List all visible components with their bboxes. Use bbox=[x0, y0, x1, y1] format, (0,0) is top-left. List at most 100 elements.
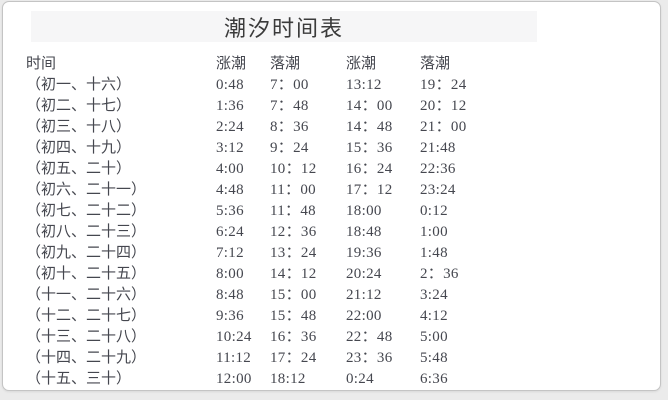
time-cell: 18:00 bbox=[346, 203, 382, 219]
time-cell: 22:00 bbox=[346, 308, 382, 324]
time-cell: 18:12 bbox=[270, 371, 306, 387]
time-cell: 5:48 bbox=[420, 350, 448, 366]
time-cell: 22:36 bbox=[420, 161, 456, 177]
row-label: （初七、二十二） bbox=[26, 203, 147, 219]
time-cell: 6:24 bbox=[216, 224, 244, 240]
table-row: （十二、二十七） 9:36 15：48 22:00 4:12 bbox=[26, 306, 656, 327]
table-row: （初四、十九） 3:12 9：24 15：36 21:48 bbox=[26, 138, 656, 159]
time-cell: 3:24 bbox=[420, 287, 448, 303]
time-cell: 15：36 bbox=[346, 140, 393, 156]
time-cell: 3:12 bbox=[216, 140, 244, 156]
tide-table: 时间 涨潮 落潮 涨潮 落潮 （初一、十六） 0:48 7：00 13:12 19：24… bbox=[26, 54, 656, 390]
row-label: （初三、十八） bbox=[26, 119, 132, 135]
time-cell: 12:00 bbox=[216, 371, 252, 387]
row-label: （初一、十六） bbox=[26, 77, 132, 93]
table-row: （初二、十七） 1:36 7：48 14：00 20：12 bbox=[26, 96, 656, 117]
title-band: 潮汐时间表 bbox=[31, 11, 537, 42]
row-label: （十四、二十九） bbox=[26, 350, 147, 366]
header-ebb-tide-2: 落潮 bbox=[420, 56, 451, 72]
row-label: （初六、二十一） bbox=[26, 182, 147, 198]
tide-table-card: 潮汐时间表 时间 涨潮 落潮 涨潮 落潮 （初一、十六） 0:48 7：00 13:1… bbox=[2, 1, 661, 391]
time-cell: 0:24 bbox=[346, 371, 374, 387]
time-cell: 4:00 bbox=[216, 161, 244, 177]
row-label: （十二、二十七） bbox=[26, 308, 147, 324]
time-cell: 21:12 bbox=[346, 287, 382, 303]
row-label: （初十、二十五） bbox=[26, 266, 147, 282]
time-cell: 22：48 bbox=[346, 329, 393, 345]
time-cell: 0:48 bbox=[216, 77, 244, 93]
table-row: （初十、二十五） 8:00 14：12 20:24 2：36 bbox=[26, 264, 656, 285]
time-cell: 2:24 bbox=[216, 119, 244, 135]
time-cell: 8:00 bbox=[216, 266, 244, 282]
header-ebb-tide-1: 落潮 bbox=[270, 56, 301, 72]
table-body: （初一、十六） 0:48 7：00 13:12 19：24 （初二、十七） 1:36 7：48… bbox=[26, 75, 656, 390]
table-row: （十四、二十九） 11:12 17：24 23：36 5:48 bbox=[26, 348, 656, 369]
time-cell: 14：12 bbox=[270, 266, 317, 282]
time-cell: 23：36 bbox=[346, 350, 393, 366]
row-label: （十三、二十八） bbox=[26, 329, 147, 345]
time-cell: 23:24 bbox=[420, 182, 456, 198]
row-label: （初二、十七） bbox=[26, 98, 132, 114]
table-row: （初八、二十三） 6:24 12：36 18:48 1:00 bbox=[26, 222, 656, 243]
time-cell: 15：48 bbox=[270, 308, 317, 324]
time-cell: 14：48 bbox=[346, 119, 393, 135]
row-label: （初五、二十） bbox=[26, 161, 132, 177]
time-cell: 1:48 bbox=[420, 245, 448, 261]
header-rising-tide-2: 涨潮 bbox=[346, 56, 377, 72]
time-cell: 11:12 bbox=[216, 350, 252, 366]
time-cell: 11：48 bbox=[270, 203, 316, 219]
time-cell: 5:36 bbox=[216, 203, 244, 219]
time-cell: 13：24 bbox=[270, 245, 317, 261]
table-row: （初六、二十一） 4:48 11：00 17：12 23:24 bbox=[26, 180, 656, 201]
time-cell: 12：36 bbox=[270, 224, 317, 240]
time-cell: 9:36 bbox=[216, 308, 244, 324]
time-cell: 11：00 bbox=[270, 182, 316, 198]
time-cell: 13:12 bbox=[346, 77, 382, 93]
time-cell: 16：24 bbox=[346, 161, 393, 177]
table-row: （十三、二十八） 10:24 16：36 22：48 5:00 bbox=[26, 327, 656, 348]
time-cell: 10：12 bbox=[270, 161, 317, 177]
time-cell: 14：00 bbox=[346, 98, 393, 114]
table-row: （初五、二十） 4:00 10：12 16：24 22:36 bbox=[26, 159, 656, 180]
time-cell: 10:24 bbox=[216, 329, 252, 345]
row-label: （十一、二十六） bbox=[26, 287, 147, 303]
page-title: 潮汐时间表 bbox=[223, 15, 344, 41]
time-cell: 2：36 bbox=[420, 266, 459, 282]
row-label: （十五、三十） bbox=[26, 371, 132, 387]
time-cell: 4:12 bbox=[420, 308, 448, 324]
time-cell: 7：00 bbox=[270, 77, 309, 93]
time-cell: 19：24 bbox=[420, 77, 467, 93]
table-row: （十一、二十六） 8:48 15：00 21:12 3:24 bbox=[26, 285, 656, 306]
table-row: （初九、二十四） 7:12 13：24 19:36 1:48 bbox=[26, 243, 656, 264]
time-cell: 18:48 bbox=[346, 224, 382, 240]
time-cell: 1:00 bbox=[420, 224, 448, 240]
table-row: （初七、二十二） 5:36 11：48 18:00 0:12 bbox=[26, 201, 656, 222]
table-row: （初三、十八） 2:24 8：36 14：48 21：00 bbox=[26, 117, 656, 138]
time-cell: 17：12 bbox=[346, 182, 393, 198]
time-cell: 21：00 bbox=[420, 119, 467, 135]
time-cell: 0:12 bbox=[420, 203, 448, 219]
header-rising-tide-1: 涨潮 bbox=[216, 56, 247, 72]
time-cell: 15：00 bbox=[270, 287, 317, 303]
time-cell: 21:48 bbox=[420, 140, 456, 156]
table-row: （初一、十六） 0:48 7：00 13:12 19：24 bbox=[26, 75, 656, 96]
time-cell: 8：36 bbox=[270, 119, 309, 135]
time-cell: 7:12 bbox=[216, 245, 244, 261]
table-row: （十五、三十） 12:00 18:12 0:24 6:36 bbox=[26, 369, 656, 390]
time-cell: 1:36 bbox=[216, 98, 244, 114]
time-cell: 20:24 bbox=[346, 266, 382, 282]
row-label: （初九、二十四） bbox=[26, 245, 147, 261]
time-cell: 7：48 bbox=[270, 98, 309, 114]
time-cell: 20：12 bbox=[420, 98, 467, 114]
time-cell: 9：24 bbox=[270, 140, 309, 156]
time-cell: 8:48 bbox=[216, 287, 244, 303]
time-cell: 4:48 bbox=[216, 182, 244, 198]
time-cell: 19:36 bbox=[346, 245, 382, 261]
table-header-row: 时间 涨潮 落潮 涨潮 落潮 bbox=[26, 54, 656, 75]
time-cell: 5:00 bbox=[420, 329, 448, 345]
row-label: （初四、十九） bbox=[26, 140, 132, 156]
time-cell: 6:36 bbox=[420, 371, 448, 387]
row-label: （初八、二十三） bbox=[26, 224, 147, 240]
time-cell: 16：36 bbox=[270, 329, 317, 345]
time-cell: 17：24 bbox=[270, 350, 317, 366]
